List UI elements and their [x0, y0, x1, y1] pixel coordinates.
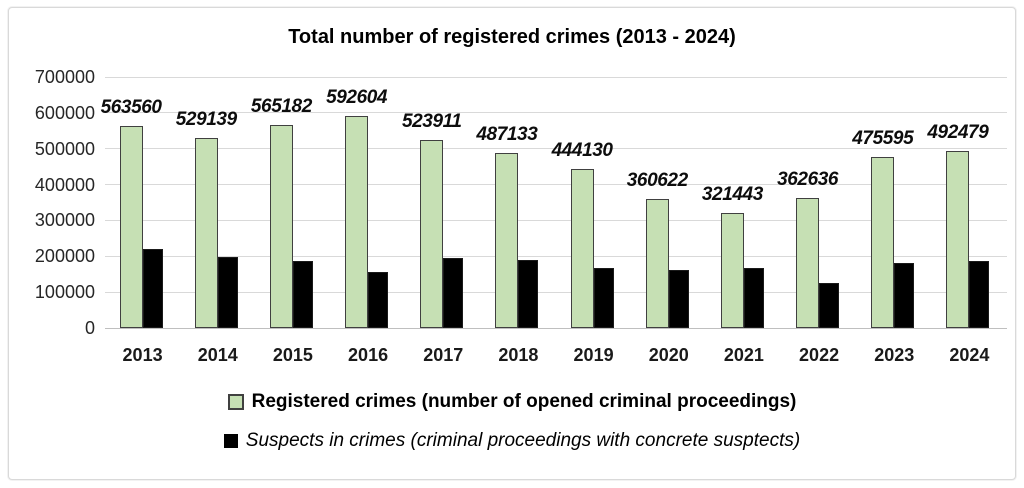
gridline — [105, 255, 1007, 257]
x-axis-label-2021: 2021 — [723, 345, 764, 365]
y-axis-tick-label: 100000 — [34, 282, 95, 303]
data-label-registered-crimes-2019: 444130 — [551, 139, 613, 161]
bar-suspects-in-crimes-2013 — [142, 249, 163, 328]
bar-suspects-in-crimes-2019 — [593, 268, 614, 328]
bar-suspects-in-crimes-2017 — [443, 257, 464, 328]
data-label-registered-crimes-2021: 321443 — [701, 183, 763, 205]
x-axis-label-2023: 2023 — [874, 345, 915, 365]
gridline — [105, 148, 1007, 150]
data-label-registered-crimes-2017: 523911 — [401, 111, 462, 133]
legend-swatch-suspects-in-crimes — [223, 434, 238, 448]
bar-suspects-in-crimes-2020 — [668, 269, 689, 328]
bar-suspects-in-crimes-2024 — [969, 261, 990, 328]
x-axis-label-2017: 2017 — [423, 345, 464, 365]
bar-registered-crimes-2022 — [796, 197, 820, 328]
bar-registered-crimes-2024 — [946, 151, 970, 328]
x-axis-label-2024: 2024 — [949, 345, 990, 365]
legend-label-suspects-in-crimes: Suspects in crimes (criminal proceedings… — [245, 430, 801, 451]
data-label-registered-crimes-2022: 362636 — [777, 168, 839, 190]
y-axis-tick-label: 700000 — [34, 67, 95, 87]
y-axis-tick-label: 200000 — [34, 246, 95, 267]
gridline — [105, 291, 1007, 293]
bar-suspects-in-crimes-2015 — [292, 260, 313, 328]
data-label-registered-crimes-2016: 592604 — [326, 86, 388, 108]
x-axis-label-2019: 2019 — [573, 345, 614, 365]
gridline — [105, 219, 1007, 221]
bar-suspects-in-crimes-2022 — [819, 282, 840, 328]
bar-registered-crimes-2020 — [645, 198, 669, 328]
gridline — [105, 76, 1007, 78]
y-axis-tick-label: 600000 — [34, 102, 95, 123]
x-axis-label-2020: 2020 — [648, 345, 689, 365]
y-axis-tick-label: 400000 — [34, 174, 95, 195]
data-label-registered-crimes-2014: 529139 — [175, 109, 237, 131]
data-label-registered-crimes-2013: 563560 — [100, 96, 162, 118]
bar-registered-crimes-2013 — [119, 125, 143, 328]
bar-suspects-in-crimes-2018 — [518, 259, 539, 328]
legend-swatch-registered-crimes — [227, 394, 244, 410]
legend-label-registered-crimes: Registered crimes (number of opened crim… — [251, 391, 797, 412]
chart-title: Total number of registered crimes (2013 … — [288, 26, 736, 48]
data-label-registered-crimes-2024: 492479 — [927, 122, 989, 144]
data-label-registered-crimes-2023: 475595 — [852, 128, 914, 150]
y-axis-tick-label: 0 — [84, 318, 95, 338]
bar-registered-crimes-2023 — [871, 157, 895, 328]
bar-registered-crimes-2015 — [269, 125, 293, 328]
bar-suspects-in-crimes-2016 — [368, 271, 389, 328]
bar-suspects-in-crimes-2023 — [894, 263, 915, 328]
x-axis-label-2015: 2015 — [272, 345, 313, 365]
legend-item-suspects-in-crimes: Suspects in crimes (criminal proceedings… — [223, 430, 801, 452]
y-axis-tick-label: 500000 — [34, 138, 95, 159]
gridline — [105, 112, 1007, 114]
legend-item-registered-crimes: Registered crimes (number of opened crim… — [227, 391, 797, 413]
bar-registered-crimes-2018 — [495, 153, 519, 328]
x-axis-label-2016: 2016 — [348, 345, 389, 365]
x-axis-label-2014: 2014 — [197, 345, 238, 365]
bar-suspects-in-crimes-2021 — [743, 268, 764, 328]
bar-registered-crimes-2021 — [720, 212, 744, 328]
bar-suspects-in-crimes-2014 — [217, 257, 238, 328]
x-axis-label-2022: 2022 — [799, 345, 840, 365]
x-axis-label-2013: 2013 — [122, 345, 163, 365]
data-label-registered-crimes-2020: 360622 — [626, 169, 688, 191]
x-axis-label-2018: 2018 — [498, 345, 539, 365]
legend: Registered crimes (number of opened crim… — [0, 391, 1024, 452]
x-axis-line — [105, 327, 1007, 329]
bar-registered-crimes-2014 — [194, 138, 218, 328]
bar-registered-crimes-2016 — [345, 115, 369, 328]
y-axis-tick-label: 300000 — [34, 210, 95, 231]
bar-registered-crimes-2019 — [570, 168, 594, 328]
bar-registered-crimes-2017 — [420, 140, 444, 328]
data-label-registered-crimes-2018: 487133 — [476, 124, 538, 146]
data-label-registered-crimes-2015: 565182 — [250, 96, 312, 118]
gridline — [105, 184, 1007, 186]
